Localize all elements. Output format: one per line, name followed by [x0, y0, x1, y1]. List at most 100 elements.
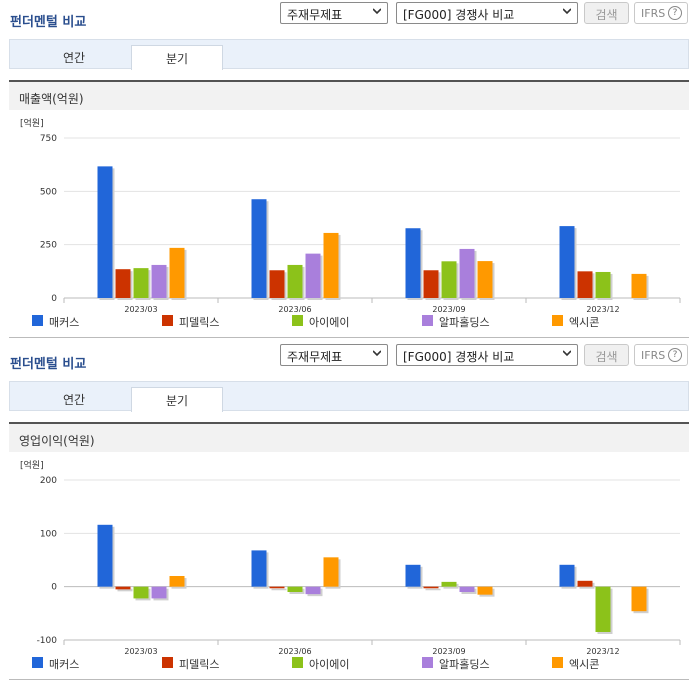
ifrs-help-button[interactable]: IFRS ? [634, 344, 688, 366]
bar-매커스[interactable] [97, 524, 113, 587]
question-icon: ? [668, 348, 682, 362]
statement-select-value: 주재무제표 [287, 350, 343, 364]
bar-피델릭스[interactable] [115, 586, 131, 590]
legend-label: 엑시콘 [569, 658, 600, 671]
bar-매커스[interactable] [251, 199, 267, 298]
statement-select[interactable]: 주재무제표 [280, 2, 388, 24]
bar-아이에이[interactable] [441, 581, 457, 587]
panel-divider [9, 679, 689, 680]
bar-피델릭스[interactable] [577, 580, 593, 587]
bar-매커스[interactable] [97, 166, 113, 298]
bar-엑시콘[interactable] [631, 273, 647, 298]
period-tabs: 연간 분기 [9, 39, 689, 70]
bar-피델릭스[interactable] [577, 271, 593, 298]
statement-select[interactable]: 주재무제표 [280, 344, 388, 366]
bar-엑시콘[interactable] [169, 576, 185, 587]
x-tick-label: 2023/12 [586, 647, 619, 654]
legend-swatch [32, 657, 43, 668]
bar-아이에이[interactable] [133, 268, 149, 298]
bar-아이에이[interactable] [595, 271, 611, 298]
legend-swatch [32, 315, 43, 326]
legend-label: 매커스 [49, 316, 80, 329]
legend-swatch [422, 315, 433, 326]
bar-엑시콘[interactable] [477, 261, 493, 298]
chevron-down-icon [373, 350, 381, 357]
ifrs-label: IFRS [641, 7, 666, 20]
bar-매커스[interactable] [251, 550, 267, 587]
bar-매커스[interactable] [405, 564, 421, 587]
x-tick-label: 2023/03 [124, 647, 157, 654]
bar-알파홀딩스[interactable] [459, 586, 475, 592]
bar-알파홀딩스[interactable] [151, 264, 167, 298]
y-tick-label: 0 [51, 583, 57, 593]
tab-quarterly[interactable]: 분기 [131, 387, 223, 412]
unit-label: [억원] [20, 459, 44, 471]
bar-알파홀딩스[interactable] [305, 253, 321, 298]
bar-피델릭스[interactable] [269, 586, 285, 589]
peer-group-select[interactable]: [FG000] 경쟁사 비교 [396, 344, 578, 366]
bar-엑시콘[interactable] [323, 557, 339, 587]
chart-title: 영업이익(억원) [9, 422, 689, 452]
bar-아이에이[interactable] [287, 264, 303, 298]
chart-legend: 매커스 피델릭스 아이에이 알파홀딩스 엑시콘 [0, 656, 696, 672]
tab-quarterly[interactable]: 분기 [131, 45, 223, 70]
legend-swatch [162, 315, 173, 326]
tab-annual[interactable]: 연간 [62, 393, 86, 407]
fundamental-panel-revenue: 펀더멘털 비교 주재무제표 [FG000] 경쟁사 비교 검색 IFRS ? 연… [0, 0, 696, 338]
bar-아이에이[interactable] [287, 586, 303, 592]
legend-label: 아이에이 [309, 316, 350, 329]
bar-아이에이[interactable] [595, 586, 611, 632]
x-tick-label: 2023/09 [432, 305, 465, 312]
peer-group-select-value: [FG000] 경쟁사 비교 [403, 350, 515, 364]
revenue-bar-chart: [억원] 0 250 500 750 2023/03 2023/06 2023/09 2023/… [20, 117, 681, 312]
ifrs-label: IFRS [641, 349, 666, 362]
chart-legend: 매커스 피델릭스 아이에이 알파홀딩스 엑시콘 [0, 314, 696, 330]
y-tick-label: 200 [40, 476, 57, 486]
panel-title: 펀더멘털 비교 [10, 15, 87, 30]
bar-피델릭스[interactable] [423, 270, 439, 298]
tab-annual[interactable]: 연간 [62, 51, 86, 65]
bar-피델릭스[interactable] [269, 270, 285, 298]
search-button[interactable]: 검색 [584, 2, 629, 24]
y-tick-label: 100 [40, 529, 57, 539]
panel-title: 펀더멘털 비교 [10, 357, 87, 372]
peer-group-select[interactable]: [FG000] 경쟁사 비교 [396, 2, 578, 24]
bar-엑시콘[interactable] [477, 586, 493, 595]
legend-swatch [552, 315, 563, 326]
chevron-down-icon [563, 8, 571, 15]
bar-엑시콘[interactable] [631, 586, 647, 612]
bar-알파홀딩스[interactable] [151, 586, 167, 599]
bar-shadow [271, 588, 287, 591]
legend-swatch [422, 657, 433, 668]
bar-알파홀딩스[interactable] [459, 248, 475, 298]
ifrs-help-button[interactable]: IFRS ? [634, 2, 688, 24]
panel-header: 펀더멘털 비교 주재무제표 [FG000] 경쟁사 비교 검색 IFRS ? [0, 342, 696, 374]
bar-엑시콘[interactable] [323, 232, 339, 298]
bar-피델릭스[interactable] [115, 269, 131, 298]
chevron-down-icon [373, 8, 381, 15]
search-button[interactable]: 검색 [584, 344, 629, 366]
legend-swatch [552, 657, 563, 668]
bar-아이에이[interactable] [133, 586, 149, 599]
bar-shadow [117, 588, 133, 592]
bar-매커스[interactable] [559, 564, 575, 587]
panel-divider [9, 337, 689, 338]
bar-아이에이[interactable] [441, 261, 457, 298]
bar-알파홀딩스[interactable] [305, 586, 321, 595]
legend-label: 알파홀딩스 [439, 316, 490, 329]
legend-label: 매커스 [49, 658, 80, 671]
bar-피델릭스[interactable] [423, 586, 439, 589]
chevron-down-icon [563, 350, 571, 357]
legend-label: 엑시콘 [569, 316, 600, 329]
bar-매커스[interactable] [405, 228, 421, 298]
fundamental-panel-operating-profit: 펀더멘털 비교 주재무제표 [FG000] 경쟁사 비교 검색 IFRS ? 연… [0, 342, 696, 684]
x-tick-label: 2023/06 [278, 305, 311, 312]
panel-header: 펀더멘털 비교 주재무제표 [FG000] 경쟁사 비교 검색 IFRS ? [0, 0, 696, 32]
bar-shadow [425, 588, 441, 591]
legend-swatch [292, 315, 303, 326]
bar-매커스[interactable] [559, 226, 575, 298]
bar-엑시콘[interactable] [169, 247, 185, 298]
question-icon: ? [668, 6, 682, 20]
x-tick-label: 2023/09 [432, 647, 465, 654]
y-tick-label: 0 [51, 294, 57, 304]
